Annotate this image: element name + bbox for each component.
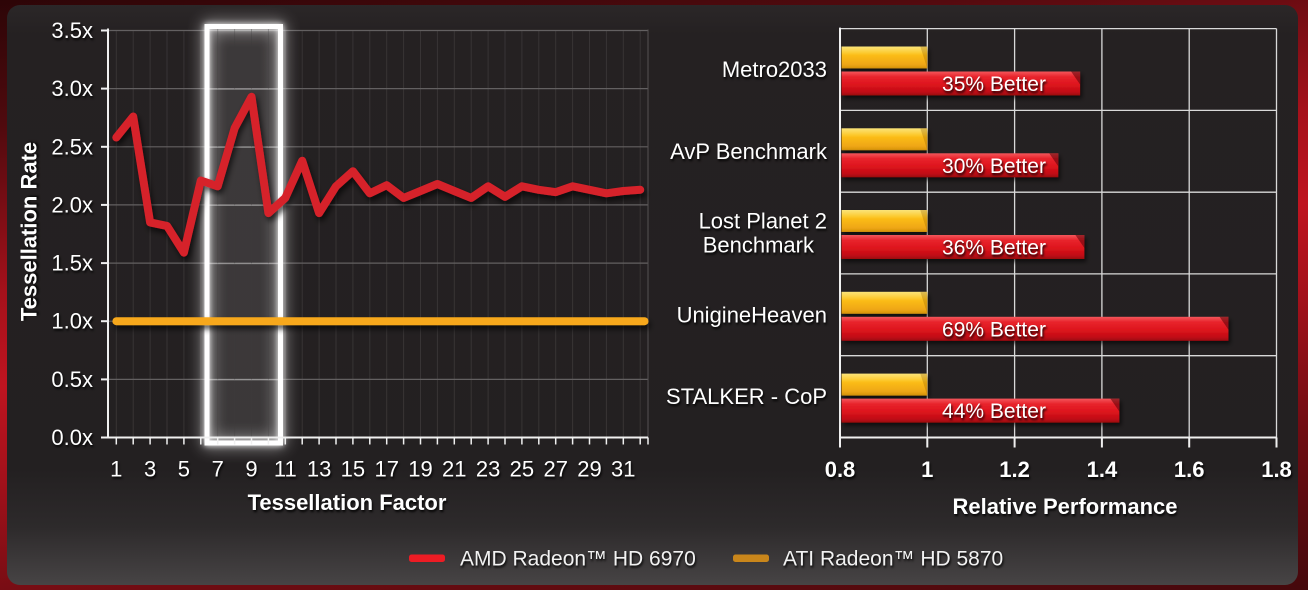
svg-text:13: 13 [307, 457, 331, 482]
svg-text:Metro2033: Metro2033 [722, 57, 827, 82]
svg-text:29: 29 [577, 457, 601, 482]
svg-text:0.0x: 0.0x [51, 425, 93, 450]
svg-text:1: 1 [921, 457, 933, 482]
svg-text:1.2: 1.2 [999, 457, 1030, 482]
svg-text:17: 17 [374, 457, 398, 482]
svg-text:1.4: 1.4 [1087, 457, 1118, 482]
svg-text:30% Better: 30% Better [942, 155, 1046, 178]
svg-text:69% Better: 69% Better [942, 318, 1046, 341]
svg-text:2.0x: 2.0x [51, 192, 93, 217]
svg-text:7: 7 [212, 457, 224, 482]
svg-text:Tessellation Rate: Tessellation Rate [17, 142, 42, 321]
svg-text:STALKER - CoP: STALKER - CoP [666, 384, 827, 409]
svg-text:Benchmark: Benchmark [703, 233, 815, 258]
svg-text:1: 1 [110, 457, 122, 482]
svg-text:35% Better: 35% Better [942, 73, 1046, 96]
svg-text:25: 25 [510, 457, 534, 482]
svg-text:1.8: 1.8 [1261, 457, 1292, 482]
svg-text:Lost Planet 2: Lost Planet 2 [699, 209, 827, 234]
svg-text:1.6: 1.6 [1174, 457, 1205, 482]
svg-text:Relative Performance: Relative Performance [953, 494, 1178, 519]
svg-text:5: 5 [178, 457, 190, 482]
svg-text:31: 31 [611, 457, 635, 482]
svg-text:9: 9 [245, 457, 257, 482]
svg-text:2.5x: 2.5x [51, 134, 93, 159]
svg-text:27: 27 [543, 457, 567, 482]
svg-text:Tessellation Factor: Tessellation Factor [248, 490, 447, 515]
svg-text:1.5x: 1.5x [51, 251, 93, 276]
svg-text:3.0x: 3.0x [51, 76, 93, 101]
svg-text:3.5x: 3.5x [51, 18, 93, 43]
svg-text:21: 21 [442, 457, 466, 482]
svg-text:11: 11 [274, 457, 297, 482]
svg-text:ATI Radeon™ HD 5870: ATI Radeon™ HD 5870 [783, 548, 1003, 571]
svg-text:15: 15 [341, 457, 365, 482]
svg-text:3: 3 [144, 457, 156, 482]
svg-text:44% Better: 44% Better [942, 400, 1046, 423]
svg-text:0.5x: 0.5x [51, 367, 93, 392]
svg-text:1.0x: 1.0x [51, 309, 93, 334]
svg-text:AMD Radeon™ HD 6970: AMD Radeon™ HD 6970 [460, 548, 696, 571]
svg-text:23: 23 [476, 457, 500, 482]
svg-text:UnigineHeaven: UnigineHeaven [677, 302, 827, 327]
svg-text:19: 19 [408, 457, 432, 482]
svg-text:36% Better: 36% Better [942, 237, 1046, 260]
svg-text:0.8: 0.8 [825, 457, 856, 482]
svg-text:AvP Benchmark: AvP Benchmark [670, 139, 828, 164]
